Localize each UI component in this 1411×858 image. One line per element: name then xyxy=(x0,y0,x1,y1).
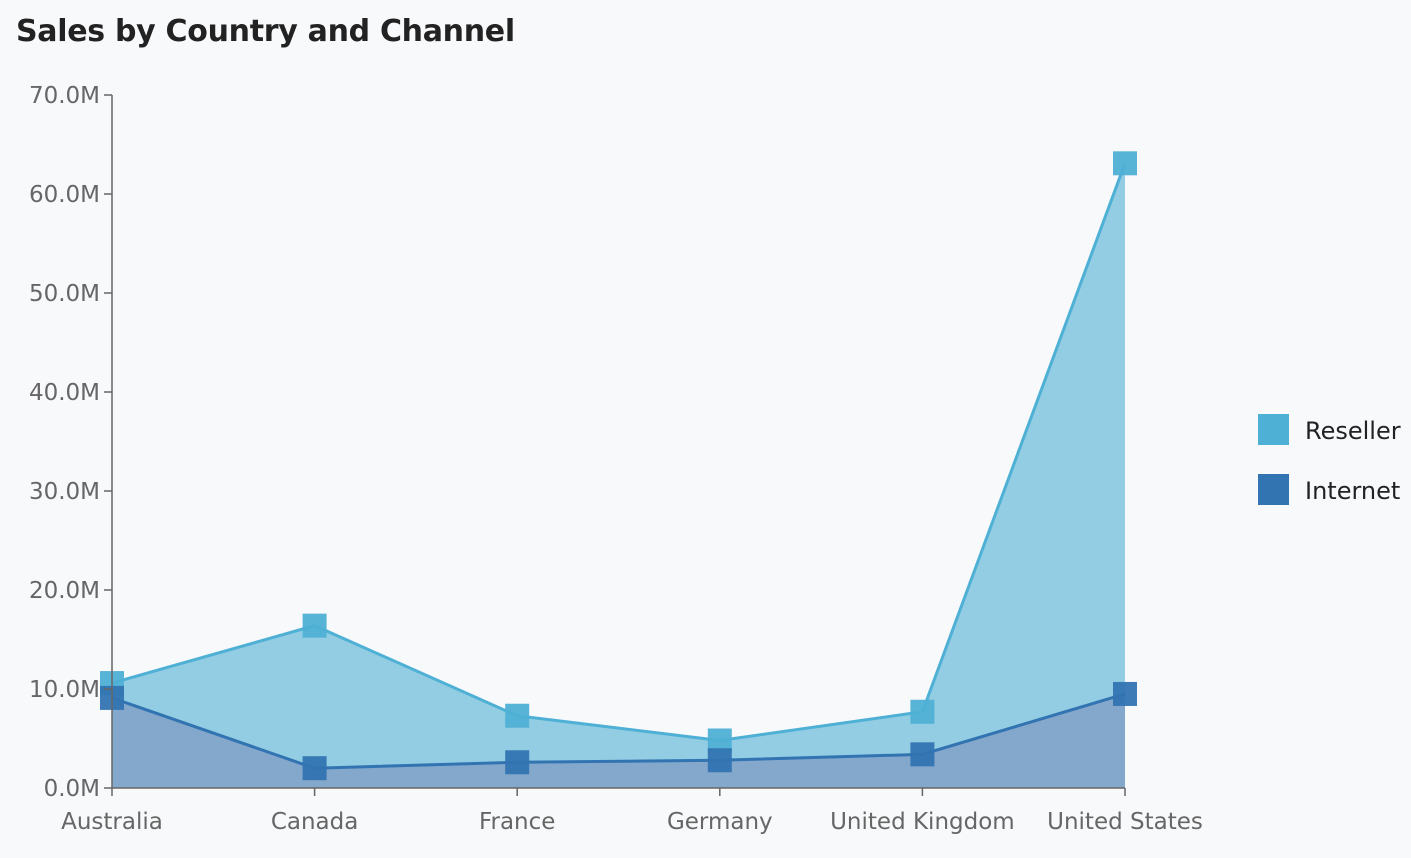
legend-label-internet: Internet xyxy=(1305,477,1400,505)
x-tick-label: France xyxy=(479,809,555,835)
line-reseller xyxy=(111,162,1127,742)
y-tick-label: 30.0M xyxy=(29,479,100,505)
y-tick-label: 60.0M xyxy=(29,182,100,208)
x-tick-label: United Kingdom xyxy=(830,809,1015,835)
y-tick-label: 10.0M xyxy=(29,677,100,703)
y-tick-label: 0.0M xyxy=(44,776,100,802)
x-tick-label: United States xyxy=(1047,809,1203,835)
marker-reseller xyxy=(1113,151,1137,176)
marker-internet xyxy=(505,750,530,775)
line-internet xyxy=(111,692,1126,770)
marker-reseller xyxy=(302,613,327,638)
area-reseller xyxy=(112,163,1125,788)
marker-internet xyxy=(910,742,935,767)
x-tick-label: Australia xyxy=(61,809,163,835)
legend-swatch-internet xyxy=(1258,474,1289,505)
x-tick-label: Germany xyxy=(667,809,773,835)
legend-swatch-reseller xyxy=(1258,414,1289,445)
y-tick-label: 70.0M xyxy=(29,83,100,109)
chart-title: Sales by Country and Channel xyxy=(16,14,515,49)
legend-label-reseller: Reseller xyxy=(1305,417,1401,445)
marker-internet xyxy=(707,748,732,773)
marker-internet xyxy=(1113,681,1137,706)
y-tick-label: 50.0M xyxy=(29,281,100,307)
marker-internet xyxy=(302,756,327,781)
x-tick-label: Canada xyxy=(271,809,359,835)
y-tick-label: 20.0M xyxy=(29,578,100,604)
area-internet xyxy=(112,693,1125,788)
marker-reseller xyxy=(910,699,935,724)
marker-reseller xyxy=(505,703,530,728)
y-tick-label: 40.0M xyxy=(29,380,100,406)
